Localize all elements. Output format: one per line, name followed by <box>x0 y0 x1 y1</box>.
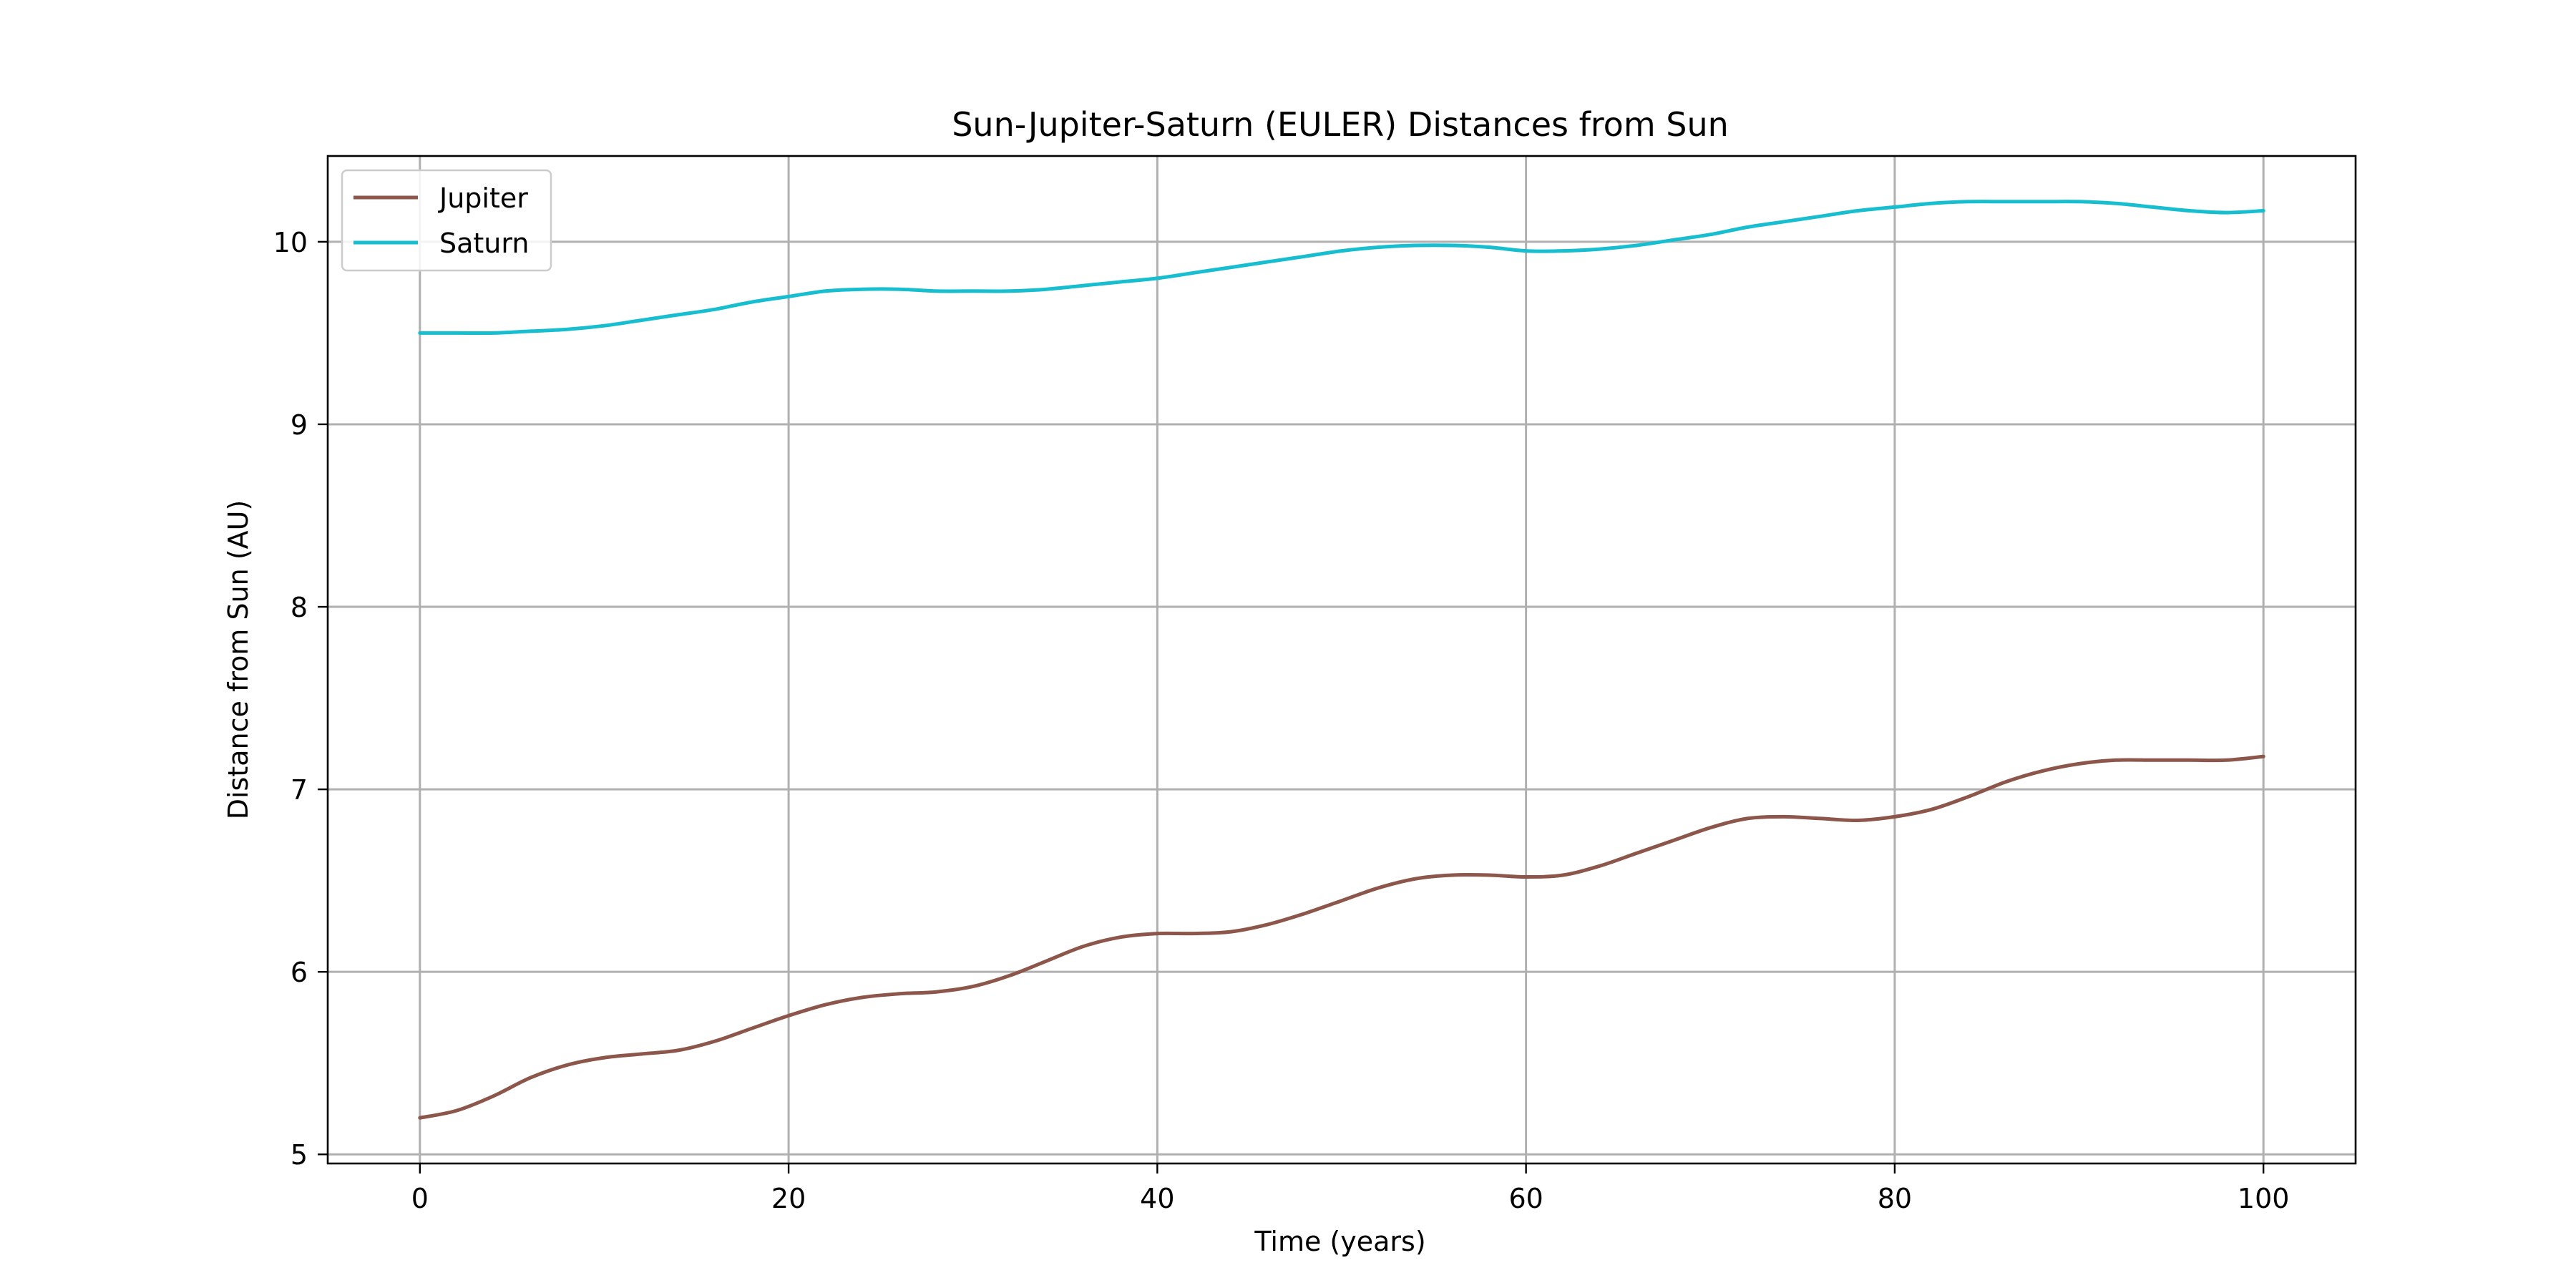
x-tick-label: 40 <box>1140 1183 1174 1214</box>
legend-label-saturn: Saturn <box>439 228 529 259</box>
legend-label-jupiter: Jupiter <box>438 182 528 214</box>
x-tick-label: 80 <box>1878 1183 1912 1214</box>
x-tick-label: 60 <box>1508 1183 1543 1214</box>
series-line-saturn <box>418 200 2265 336</box>
legend-box <box>341 169 552 272</box>
x-axis-label: Time (years) <box>1254 1226 1425 1257</box>
x-axis-ticks: 0 20 40 60 80 100 <box>411 1163 2290 1214</box>
y-axis-ticks: 5 6 7 8 9 10 <box>273 227 328 1171</box>
y-tick-label: 9 <box>291 409 308 441</box>
y-tick-label: 5 <box>291 1139 308 1171</box>
y-axis-label: Distance from Sun (AU) <box>223 500 254 820</box>
y-tick-label: 7 <box>291 774 308 806</box>
y-tick-label: 6 <box>291 957 308 988</box>
x-tick-label: 0 <box>411 1183 429 1214</box>
series-line-jupiter <box>418 754 2265 1120</box>
series-lines <box>418 200 2265 1120</box>
plot-frame <box>326 155 2357 1165</box>
y-tick-label: 10 <box>273 227 308 258</box>
x-tick-label: 20 <box>771 1183 806 1214</box>
grid <box>328 156 2356 1163</box>
legend: Jupiter Saturn <box>341 169 552 272</box>
x-tick-label: 100 <box>2238 1183 2290 1214</box>
chart-title: Sun-Jupiter-Saturn (EULER) Distances fro… <box>952 105 1729 144</box>
y-tick-label: 8 <box>291 592 308 623</box>
